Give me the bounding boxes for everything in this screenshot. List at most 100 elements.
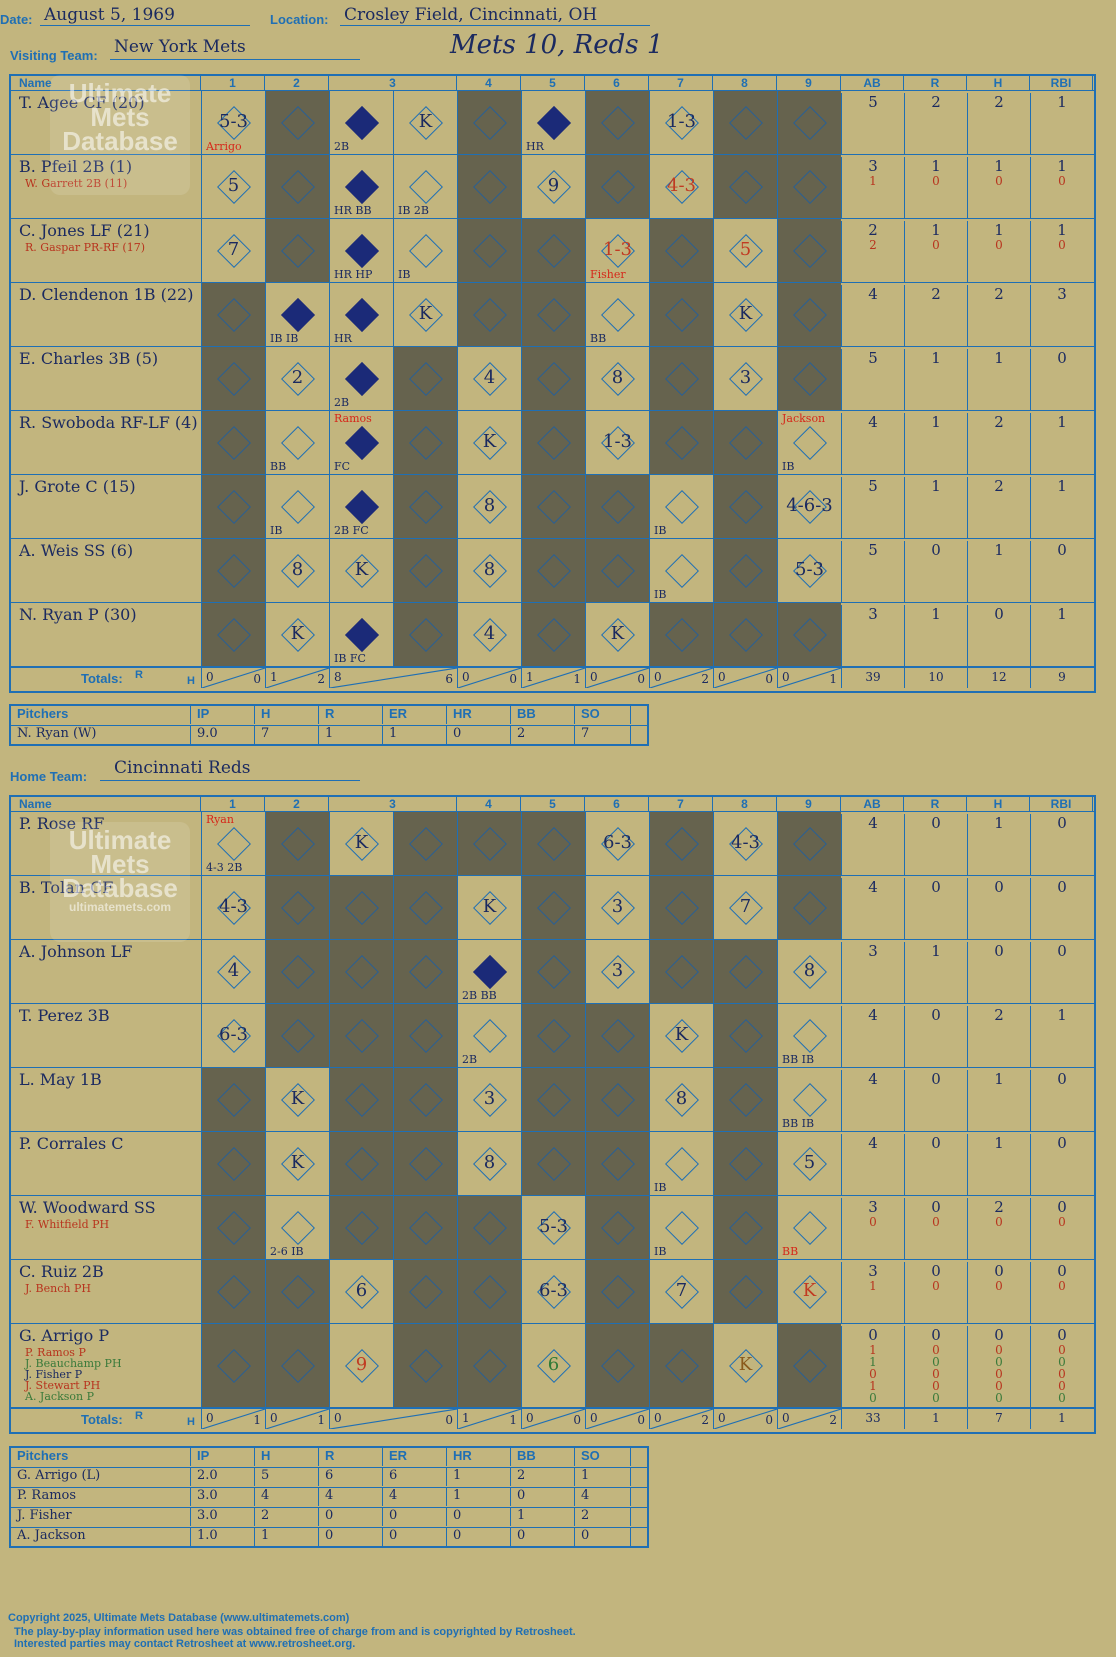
play-cell: 8 [265,539,329,603]
play-cell: IB IB [265,283,329,347]
pitcher-stat: 5 [255,1468,319,1486]
play-result: 4 [483,623,496,644]
play-note: IB [654,524,667,537]
pitcher-stat: 2.0 [191,1468,255,1486]
batter-row: P. Corrales C K 8 IB 5 4 0 1 0 [11,1131,1094,1196]
batter-row: A. Johnson LF 4 2B BB 3 8 3 1 0 0 [11,939,1094,1004]
substitute-stat: 0 [932,1355,940,1369]
pitcher-stat: 1 [511,1508,575,1526]
base-diamond [216,1147,251,1181]
base-diamond [216,618,251,652]
retrosheet-contact: Interested parties may contact Retroshee… [14,1638,356,1650]
base-diamond [408,891,443,925]
batter-name: A. Weis SS (6) [19,541,134,560]
batter-name: B. Tolan CF [19,878,114,897]
base-diamond [472,1349,507,1383]
base-diamond [728,1275,763,1309]
batter-stat: 1 [1030,1006,1093,1068]
play-cell: 5 [201,155,265,219]
pitcher-stat: 0 [319,1528,383,1546]
play-result: 8 [291,559,304,580]
pitcher-stat: 2 [511,726,575,744]
base-diamond [280,1275,315,1309]
inning-hits: 0 [637,1413,645,1427]
batter-stat: 0 [1030,942,1093,1004]
pitcher-change-note: Ryan [206,813,234,826]
inning-runs: 0 [270,1411,278,1425]
substitute-stat: 1 [869,1343,877,1357]
base-diamond [792,1019,827,1053]
play-note: 2B BB [462,989,497,1002]
run-scored-diamond [536,106,571,140]
base-diamond [280,891,315,925]
substitute-stat: 0 [1058,1391,1066,1405]
play-cell: IB [649,539,713,603]
base-diamond [664,827,699,861]
play-cell [713,91,777,155]
play-cell: 4-6-3 [777,475,841,539]
batter-stat: 2 [967,93,1030,155]
column-header-stat: AB [841,76,904,90]
inning-runs: 0 [590,1411,598,1425]
play-cell: IB [649,475,713,539]
substitute-stat: 0 [869,1367,877,1381]
home-pitchers-table: Pitchers IP H R ER HR BB SO G. Arrigo (L) 2.0 5 6 6 1… [9,1446,649,1548]
batter-name: T. Agee CF (20) [19,93,145,112]
total-stat: 7 [967,1409,1030,1429]
play-cell [457,283,521,347]
column-header-name: Name [11,76,201,90]
base-diamond [216,298,251,332]
play-cell [521,411,585,475]
play-result: 1-3 [603,239,632,260]
play-cell [329,940,393,1004]
play-result: K [482,896,497,917]
base-diamond [216,1211,251,1245]
inning-hits: 1 [253,1413,261,1427]
inning-hits: 0 [573,1413,581,1427]
batter-stat: 1 [904,413,967,475]
batter-stat: 1 [967,814,1030,876]
play-cell [713,539,777,603]
play-cell [521,876,585,940]
play-cell [201,1132,265,1196]
base-diamond [728,170,763,204]
batter-stat: 0 [967,605,1030,667]
substitute-stat: 0 [932,238,940,252]
play-cell [713,940,777,1004]
pitcher-stat: 7 [575,726,631,744]
substitute-stat: 0 [932,1279,940,1293]
total-stat: 1 [904,1409,967,1429]
play-cell: 4-3 2B Ryan [201,812,265,876]
substitute-name: J. Fisher P [25,1368,83,1381]
play-cell [393,347,457,411]
play-note: 2B [334,140,350,153]
pitcher-table-header: IP [191,706,255,724]
play-cell: K [713,1324,777,1408]
substitute-name: P. Ramos P [25,1346,86,1359]
pitcher-stat: 2 [511,1468,575,1486]
play-cell [777,91,841,155]
play-result: K [418,303,433,324]
play-cell [777,1324,841,1408]
play-cell [649,411,713,475]
play-result: 7 [227,239,240,260]
play-cell [713,1260,777,1324]
batter-row: G. Arrigo P P. Ramos P J. Beauchamp PH J. F… [11,1323,1094,1408]
base-diamond [408,1349,443,1383]
column-header-inning: 5 [521,76,585,90]
batter-stat: 0 [1030,541,1093,603]
play-note: 2B FC [334,524,369,537]
play-result: 4-3 [667,175,696,196]
play-cell [777,603,841,667]
batter-stat: 1 [904,605,967,667]
play-result: 4-6-3 [786,495,833,516]
play-result: 5 [739,239,752,260]
pitcher-stat: 4 [575,1488,631,1506]
play-cell [201,603,265,667]
batter-row: N. Ryan P (30) K IB FC 4 K 3 1 0 1 [11,602,1094,667]
